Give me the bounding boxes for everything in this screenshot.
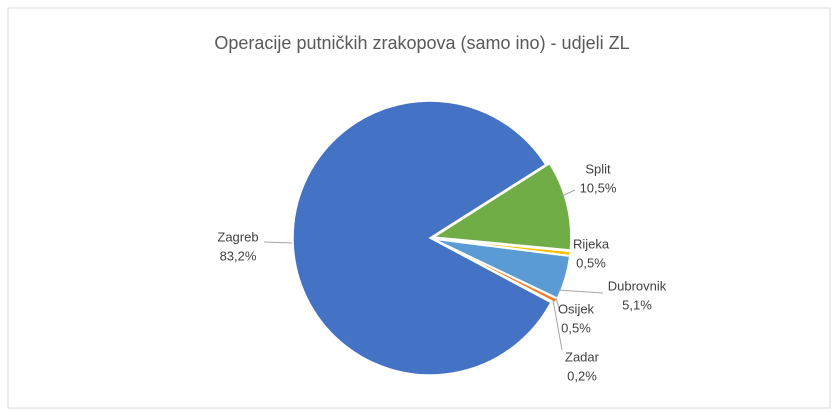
leader-line [561,189,576,197]
leader-line [552,299,563,351]
slice-label: Dubrovnik [608,278,667,293]
slice-label: Zadar [565,349,600,364]
leader-line [263,241,293,244]
slice-value: 10,5% [580,180,617,195]
slice-label: Rijeka [573,236,610,251]
slice-label: Osijek [558,301,595,316]
leader-line [555,297,561,313]
slice-value: 0,5% [576,255,606,270]
leader-line [557,289,604,294]
slice-value: 83,2% [220,248,257,263]
slice-value: 5,1% [622,297,652,312]
pie-slice [292,100,552,376]
slice-label: Split [585,161,611,176]
slice-value: 0,2% [567,368,597,383]
slice-value: 0,5% [561,320,591,335]
slice-label: Zagreb [217,229,258,244]
pie-slice [431,162,572,251]
chart-title: Operacije putničkih zrakopova (samo ino)… [214,33,629,53]
